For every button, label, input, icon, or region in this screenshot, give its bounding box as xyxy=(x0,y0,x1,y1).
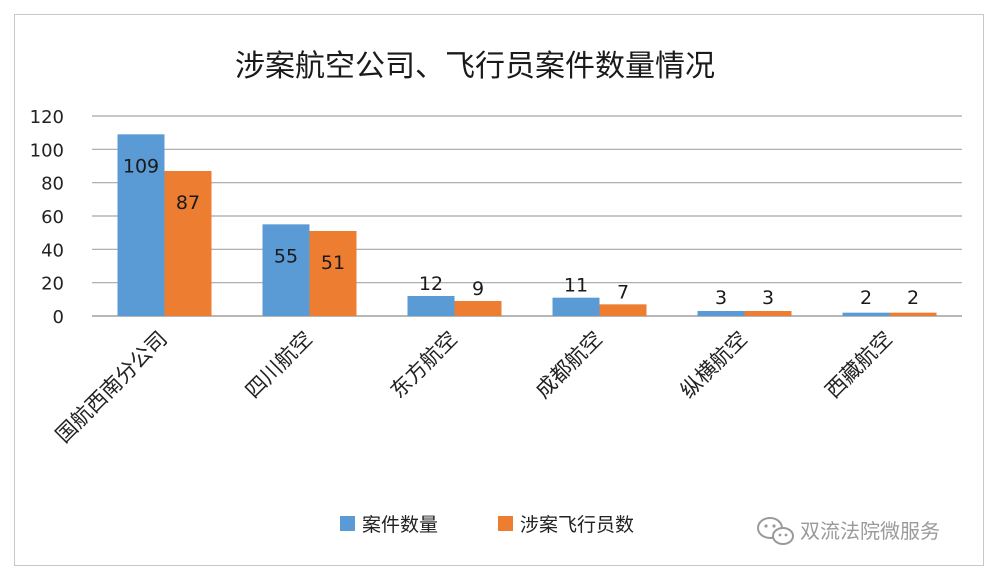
wechat-icon xyxy=(757,517,794,545)
y-tick-label: 80 xyxy=(41,174,64,195)
data-label: 51 xyxy=(321,252,345,274)
gridlines xyxy=(92,115,962,317)
y-tick-label: 20 xyxy=(41,274,64,295)
data-labels: 109 87 55 51 12 9 11 7 3 3 2 2 xyxy=(123,155,919,309)
category-label: 成都航空 xyxy=(531,327,607,403)
legend: 案件数量 涉案飞行员数 xyxy=(340,514,634,536)
y-tick-label: 120 xyxy=(30,107,64,128)
category-label: 四川航空 xyxy=(241,327,317,403)
data-label: 3 xyxy=(762,287,774,309)
data-label: 2 xyxy=(907,287,919,309)
category-label: 纵横航空 xyxy=(676,327,752,403)
bar-case-count xyxy=(552,297,600,316)
bar-case-count xyxy=(697,311,745,316)
data-label: 3 xyxy=(715,287,727,309)
y-axis-ticks: 0 20 40 60 80 100 120 xyxy=(30,107,64,328)
bar-case-count xyxy=(262,224,310,316)
bar-pilot-count xyxy=(889,312,937,316)
legend-swatch-pilot-count xyxy=(498,516,513,531)
category-label: 西藏航空 xyxy=(821,327,897,403)
bar-pilot-count xyxy=(164,171,212,316)
y-tick-label: 40 xyxy=(41,240,64,261)
bar-case-count xyxy=(407,296,455,316)
y-tick-label: 0 xyxy=(53,307,64,328)
legend-swatch-case-count xyxy=(340,516,355,531)
category-label: 东方航空 xyxy=(386,327,462,403)
category-label: 国航西南分公司 xyxy=(51,327,172,448)
bar-pilot-count xyxy=(744,311,792,316)
data-label: 12 xyxy=(419,273,443,295)
legend-label-case-count: 案件数量 xyxy=(362,514,438,536)
bar-case-count xyxy=(842,312,890,316)
category-labels: 国航西南分公司 四川航空 东方航空 成都航空 纵横航空 西藏航空 xyxy=(51,327,897,448)
data-label: 87 xyxy=(176,192,200,214)
data-label: 9 xyxy=(472,278,484,300)
bar-pilot-count xyxy=(309,231,357,316)
legend-label-pilot-count: 涉案飞行员数 xyxy=(520,514,634,536)
bars xyxy=(117,134,937,316)
data-label: 7 xyxy=(617,281,629,303)
bar-pilot-count xyxy=(599,304,647,316)
y-tick-label: 60 xyxy=(41,207,64,228)
data-label: 109 xyxy=(123,155,159,177)
bar-case-count xyxy=(117,134,165,316)
watermark-text: 双流法院微服务 xyxy=(800,519,940,543)
y-tick-label: 100 xyxy=(30,140,64,161)
data-label: 2 xyxy=(860,287,872,309)
bar-pilot-count xyxy=(454,301,502,316)
chart-title: 涉案航空公司、飞行员案件数量情况 xyxy=(235,49,715,84)
watermark: 双流法院微服务 xyxy=(757,517,940,545)
data-label: 55 xyxy=(274,245,298,267)
data-label: 11 xyxy=(564,275,588,297)
